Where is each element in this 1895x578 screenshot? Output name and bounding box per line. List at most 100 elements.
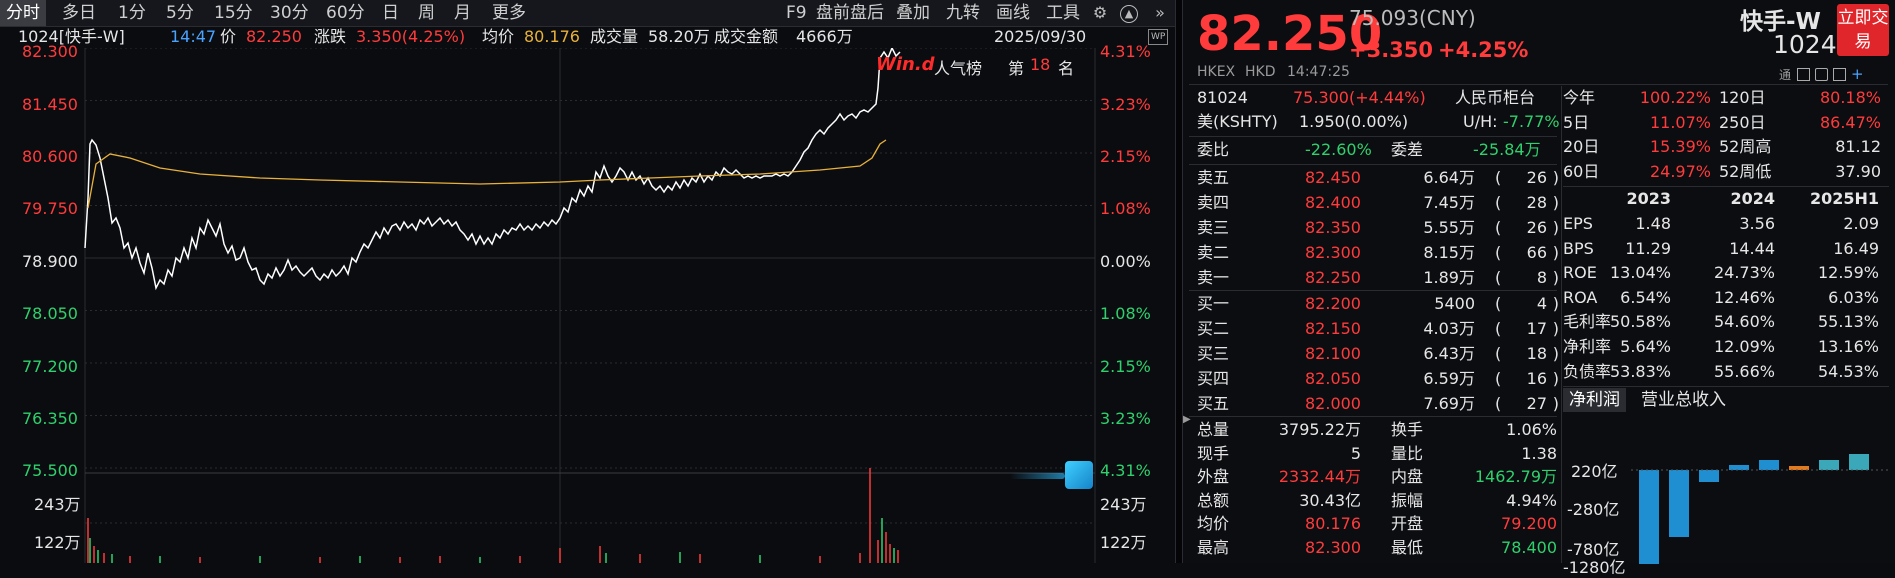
- bar-axis-label: 220亿: [1571, 462, 1618, 481]
- stat-value: 1.38: [1521, 443, 1557, 463]
- level-price: 82.150: [1305, 319, 1361, 338]
- profit-bar[interactable]: [1759, 460, 1779, 470]
- linked-row[interactable]: 美(KSHTY) 1.950(0.00%) U/H: -7.77%: [1197, 110, 1560, 134]
- profit-bar[interactable]: [1729, 465, 1749, 470]
- fin-label: BPS: [1563, 238, 1594, 258]
- fin-row: ROA 6.54% 12.46% 6.03%: [1563, 286, 1889, 310]
- profit-bar[interactable]: [1789, 466, 1809, 470]
- stat-label: 量比: [1391, 443, 1424, 463]
- wp-badge[interactable]: WP: [1148, 29, 1169, 45]
- y-left-label: 80.600: [22, 147, 78, 166]
- weicha-value: -25.84万: [1473, 140, 1541, 159]
- order-level-row[interactable]: 买四 82.050 6.59万 ( 16 ): [1197, 367, 1559, 391]
- stat-row: 均价 80.176 开盘 79.200: [1197, 512, 1557, 536]
- divider: [1189, 84, 1888, 85]
- linked-value: 75.300(+4.44%): [1293, 88, 1426, 107]
- tab-1min[interactable]: 1分: [118, 3, 146, 23]
- stat-value: 1.06%: [1506, 420, 1557, 439]
- order-level-row[interactable]: 卖二 82.300 8.15万 ( 66 ): [1197, 241, 1559, 265]
- stat-row: 总额 30.43亿 振幅 4.94%: [1197, 489, 1557, 513]
- pre-post-market-button[interactable]: 盘前盘后: [816, 3, 884, 23]
- level-volume: 4.03万: [1423, 319, 1475, 338]
- popularity-rank-label[interactable]: 人气榜: [934, 59, 983, 78]
- trade-now-button[interactable]: 立即交易: [1837, 4, 1889, 56]
- tab-multi-day[interactable]: 多日: [62, 3, 96, 23]
- tab-month[interactable]: 月: [454, 3, 471, 23]
- level-count: 26: [1526, 168, 1547, 187]
- paren: ): [1552, 218, 1559, 237]
- profit-bar[interactable]: [1639, 470, 1659, 564]
- paren: ): [1552, 268, 1559, 287]
- level-volume: 6.64万: [1423, 168, 1475, 187]
- tab-30min[interactable]: 30分: [270, 3, 309, 23]
- y-right-label: 2.15%: [1100, 147, 1151, 166]
- panel-divider[interactable]: [1175, 0, 1183, 563]
- tab-60min[interactable]: 60分: [326, 3, 365, 23]
- double-chevron-right-icon[interactable]: »: [1155, 3, 1165, 22]
- nine-turn-button[interactable]: 九转: [946, 3, 980, 23]
- tab-net-profit[interactable]: 净利润: [1563, 388, 1626, 412]
- vol-left-label: 122万: [34, 533, 81, 552]
- order-level-row[interactable]: 买一 82.200 5400 ( 4 ): [1197, 292, 1559, 316]
- overlay-button[interactable]: 叠加: [896, 3, 930, 23]
- perf-value: 15.39%: [1649, 137, 1711, 156]
- paren: ): [1552, 168, 1559, 187]
- order-level-row[interactable]: 卖四 82.400 7.45万 ( 28 ): [1197, 191, 1559, 215]
- f9-button[interactable]: F9: [786, 3, 807, 23]
- stat-value: 4.94%: [1506, 490, 1557, 510]
- tab-5min[interactable]: 5分: [166, 3, 194, 23]
- level-price: 82.000: [1305, 394, 1361, 413]
- vol-label: 成交量: [590, 27, 639, 46]
- divider: [1189, 164, 1557, 165]
- draw-line-button[interactable]: 画线: [996, 3, 1030, 23]
- profit-bar[interactable]: [1849, 454, 1869, 470]
- tab-week[interactable]: 周: [418, 3, 435, 23]
- net-profit-bar-chart[interactable]: [1621, 414, 1893, 564]
- level-price: 82.300: [1305, 243, 1361, 262]
- level-count: 17: [1526, 319, 1547, 338]
- linked-row[interactable]: 81024 75.300(+4.44%) 人民币柜台: [1197, 86, 1557, 110]
- tools-button[interactable]: 工具: [1046, 3, 1080, 23]
- profit-bar[interactable]: [1819, 460, 1839, 470]
- order-level-row[interactable]: 买二 82.150 4.03万 ( 17 ): [1197, 317, 1559, 341]
- cursor-change: 3.350(4.25%): [356, 27, 466, 46]
- level-price: 82.250: [1305, 268, 1361, 287]
- quote-time: 14:47:25: [1287, 64, 1350, 80]
- tab-more[interactable]: 更多: [492, 3, 526, 23]
- order-level-row[interactable]: 买三 82.100 6.43万 ( 18 ): [1197, 342, 1559, 366]
- fin-value: 11.29: [1625, 238, 1671, 258]
- stat-row: 最高 82.300 最低 78.400: [1197, 536, 1557, 560]
- profit-bar[interactable]: [1699, 470, 1719, 482]
- floating-widget-icon[interactable]: [1065, 461, 1093, 489]
- level-label: 买二: [1197, 319, 1230, 338]
- tab-intraday[interactable]: 分时: [0, 0, 46, 26]
- tab-15min[interactable]: 15分: [214, 3, 253, 23]
- level-volume: 1.89万: [1423, 268, 1475, 287]
- perf-label: 120日: [1719, 88, 1766, 107]
- stat-value: 78.400: [1501, 537, 1557, 557]
- tab-day[interactable]: 日: [382, 3, 399, 23]
- gear-icon[interactable]: ⚙: [1092, 3, 1108, 22]
- level-price: 82.450: [1305, 168, 1361, 187]
- stat-label: 振幅: [1391, 490, 1424, 510]
- plus-icon[interactable]: +: [1851, 65, 1864, 83]
- tab-total-revenue[interactable]: 营业总收入: [1641, 390, 1726, 410]
- chart-date: 2025/09/30: [994, 27, 1087, 46]
- paren: ): [1552, 193, 1559, 212]
- order-level-row[interactable]: 买五 82.000 7.69万 ( 27 ): [1197, 392, 1559, 416]
- paren: (: [1495, 268, 1502, 287]
- frame-icon[interactable]: [1815, 68, 1828, 81]
- profit-bar[interactable]: [1669, 470, 1689, 537]
- order-level-row[interactable]: 卖一 82.250 1.89万 ( 8 ): [1197, 266, 1559, 290]
- collapse-arrow-icon[interactable]: ▶: [1183, 414, 1191, 425]
- order-level-row[interactable]: 卖五 82.450 6.64万 ( 26 ): [1197, 166, 1559, 190]
- window-icon[interactable]: [1833, 68, 1846, 81]
- fin-year: 2023: [1626, 189, 1671, 208]
- level-volume: 7.69万: [1423, 394, 1475, 413]
- fin-value: 50.58%: [1609, 312, 1671, 332]
- up-circle-icon[interactable]: ▲: [1120, 5, 1138, 23]
- square-icon[interactable]: [1797, 68, 1810, 81]
- order-level-row[interactable]: 卖三 82.350 5.55万 ( 26 ): [1197, 216, 1559, 240]
- intraday-chart[interactable]: 82.300 81.450 80.600 79.750 78.900 78.05…: [0, 42, 1175, 563]
- fin-value: 3.56: [1739, 214, 1775, 233]
